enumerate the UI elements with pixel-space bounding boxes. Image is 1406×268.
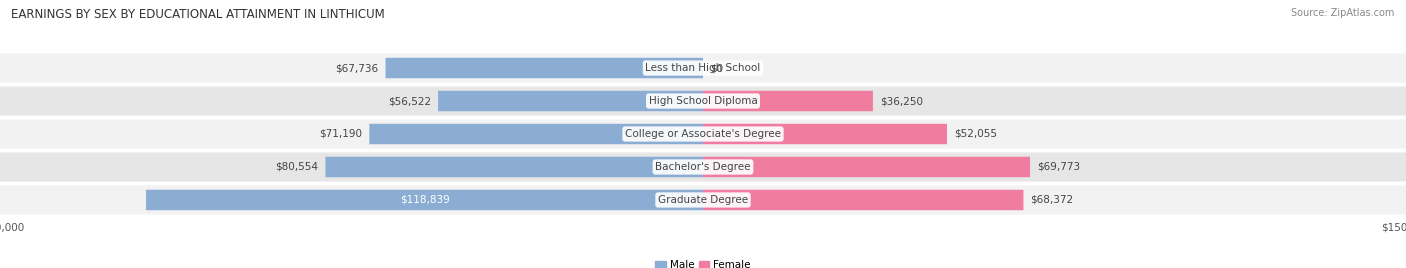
Legend: Male, Female: Male, Female xyxy=(651,256,755,268)
Text: $69,773: $69,773 xyxy=(1038,162,1080,172)
FancyBboxPatch shape xyxy=(0,152,1406,181)
FancyBboxPatch shape xyxy=(0,54,1406,83)
Text: $67,736: $67,736 xyxy=(336,63,378,73)
FancyBboxPatch shape xyxy=(439,91,703,111)
FancyBboxPatch shape xyxy=(703,91,873,111)
FancyBboxPatch shape xyxy=(0,87,1406,116)
Text: College or Associate's Degree: College or Associate's Degree xyxy=(626,129,780,139)
Text: $80,554: $80,554 xyxy=(276,162,318,172)
Text: $0: $0 xyxy=(710,63,723,73)
FancyBboxPatch shape xyxy=(370,124,703,144)
Text: Less than High School: Less than High School xyxy=(645,63,761,73)
FancyBboxPatch shape xyxy=(146,190,703,210)
Text: $68,372: $68,372 xyxy=(1031,195,1074,205)
Text: $36,250: $36,250 xyxy=(880,96,922,106)
Text: Graduate Degree: Graduate Degree xyxy=(658,195,748,205)
Text: $118,839: $118,839 xyxy=(399,195,450,205)
FancyBboxPatch shape xyxy=(703,190,1024,210)
Text: EARNINGS BY SEX BY EDUCATIONAL ATTAINMENT IN LINTHICUM: EARNINGS BY SEX BY EDUCATIONAL ATTAINMEN… xyxy=(11,8,385,21)
Text: $56,522: $56,522 xyxy=(388,96,432,106)
Text: $71,190: $71,190 xyxy=(319,129,363,139)
Text: High School Diploma: High School Diploma xyxy=(648,96,758,106)
FancyBboxPatch shape xyxy=(0,185,1406,214)
FancyBboxPatch shape xyxy=(385,58,703,78)
FancyBboxPatch shape xyxy=(703,124,948,144)
Text: $52,055: $52,055 xyxy=(955,129,997,139)
Text: Bachelor's Degree: Bachelor's Degree xyxy=(655,162,751,172)
FancyBboxPatch shape xyxy=(0,120,1406,148)
FancyBboxPatch shape xyxy=(325,157,703,177)
FancyBboxPatch shape xyxy=(703,157,1031,177)
Text: Source: ZipAtlas.com: Source: ZipAtlas.com xyxy=(1291,8,1395,18)
